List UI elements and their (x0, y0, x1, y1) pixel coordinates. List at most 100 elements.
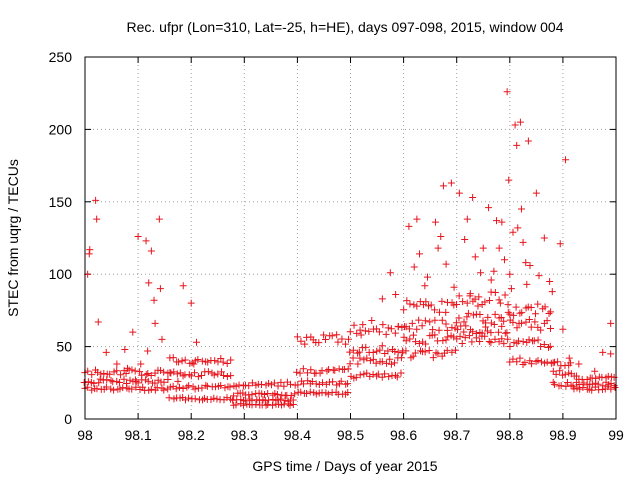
data-point (409, 331, 417, 339)
data-point (461, 235, 469, 243)
data-point (531, 318, 539, 326)
data-point (94, 368, 102, 376)
data-point (315, 381, 323, 389)
data-point (169, 354, 177, 362)
data-point (565, 354, 573, 362)
data-point (289, 396, 297, 404)
data-point (129, 328, 137, 336)
data-point (406, 300, 414, 308)
data-point (443, 326, 451, 334)
data-point (434, 244, 442, 252)
data-point (128, 385, 136, 393)
data-point (437, 233, 445, 241)
data-point (287, 380, 295, 388)
data-point (211, 357, 219, 365)
data-point (378, 295, 386, 303)
data-point (527, 323, 535, 331)
data-point (173, 370, 181, 378)
data-point (491, 335, 499, 343)
data-point (232, 401, 240, 409)
data-point (439, 337, 447, 345)
data-point (320, 331, 328, 339)
data-point (106, 370, 114, 378)
data-point (122, 369, 130, 377)
data-point (527, 304, 535, 312)
data-point (221, 384, 229, 392)
data-point (158, 335, 166, 343)
data-point (116, 379, 124, 387)
data-point (435, 308, 443, 316)
data-point (495, 296, 503, 304)
data-point (469, 193, 477, 201)
data-point (415, 316, 423, 324)
data-point (319, 379, 327, 387)
data-point (463, 313, 471, 321)
data-point (176, 383, 184, 391)
data-point (447, 179, 455, 187)
data-point (545, 309, 553, 317)
data-point (164, 376, 172, 384)
data-point (576, 385, 584, 393)
data-point (456, 332, 464, 340)
data-point (562, 156, 570, 164)
data-point (526, 262, 534, 270)
data-point (493, 217, 501, 225)
data-point (219, 358, 227, 366)
data-point (322, 336, 330, 344)
data-point (562, 382, 570, 390)
data-point (455, 292, 463, 300)
data-point (213, 395, 221, 403)
data-point (93, 215, 101, 223)
data-point (510, 311, 518, 319)
data-point (312, 380, 320, 388)
data-point (471, 253, 479, 261)
data-point (472, 329, 480, 337)
data-point (429, 354, 437, 362)
data-point (413, 302, 421, 310)
data-point (532, 189, 540, 197)
x-tick-label: 98.1 (124, 427, 151, 443)
data-point (346, 328, 354, 336)
data-point (495, 244, 503, 252)
data-point (360, 356, 368, 364)
data-point (202, 381, 210, 389)
data-point (99, 376, 107, 384)
data-point (391, 329, 399, 337)
data-point (262, 401, 270, 409)
data-point (402, 347, 410, 355)
data-point (113, 367, 121, 375)
data-point (504, 335, 512, 343)
data-point (100, 369, 108, 377)
data-point (421, 317, 429, 325)
data-point (455, 314, 463, 322)
data-point (392, 290, 400, 298)
data-point (435, 326, 443, 334)
data-point (403, 297, 411, 305)
data-point (458, 340, 466, 348)
data-point (506, 310, 514, 318)
data-point (217, 355, 225, 363)
data-point (518, 319, 526, 327)
data-point (591, 367, 599, 375)
data-point (517, 205, 525, 213)
data-point (451, 346, 459, 354)
data-point (413, 215, 421, 223)
y-tick-label: 250 (49, 49, 73, 65)
data-point (185, 394, 193, 402)
data-point (530, 337, 538, 345)
data-point (84, 378, 92, 386)
data-point (485, 204, 493, 212)
data-point (354, 349, 362, 357)
data-point (386, 355, 394, 363)
data-point (93, 385, 101, 393)
data-point (557, 382, 565, 390)
data-point (144, 377, 152, 385)
data-point (394, 323, 402, 331)
data-point (487, 329, 495, 337)
data-point (442, 308, 450, 316)
data-point (448, 348, 456, 356)
data-point (548, 288, 556, 296)
data-point (147, 247, 155, 255)
data-point (301, 340, 309, 348)
